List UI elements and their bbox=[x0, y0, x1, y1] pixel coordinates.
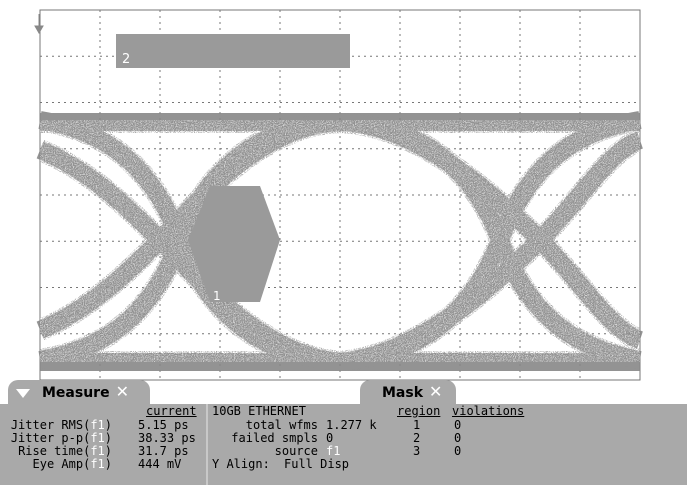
failed-smpls-value: 0 bbox=[326, 431, 334, 445]
failed-smpls-label: failed smpls bbox=[231, 431, 318, 445]
measure-value: 31.7 ps bbox=[138, 444, 189, 458]
panel-divider bbox=[206, 404, 208, 485]
region-header: region bbox=[397, 404, 441, 418]
mask-region-2: 2 bbox=[116, 34, 350, 68]
total-wfms-label: total wfms bbox=[245, 418, 318, 432]
triangle-down-icon[interactable] bbox=[16, 388, 30, 398]
mask-standard: 10GB ETHERNET bbox=[212, 404, 306, 418]
tab-mask-label: Mask bbox=[382, 385, 424, 401]
results-panel: current Jitter RMS(f1) 5.15 ps Jitter p-… bbox=[0, 404, 687, 485]
total-wfms-value: 1.277 k bbox=[326, 418, 377, 432]
tab-measure[interactable]: Measure ✕ bbox=[8, 380, 150, 404]
tab-mask[interactable]: Mask ✕ bbox=[360, 380, 456, 404]
measure-value: 5.15 ps bbox=[138, 418, 189, 432]
measure-header-current: current bbox=[146, 404, 197, 418]
measure-value: 38.33 ps bbox=[138, 431, 196, 445]
close-icon[interactable]: ✕ bbox=[429, 382, 443, 401]
source-value: f1 bbox=[326, 444, 341, 458]
source-label: source bbox=[274, 444, 318, 458]
tab-measure-label: Measure bbox=[42, 385, 110, 401]
mask-region-1-label: 1 bbox=[213, 289, 221, 303]
trigger-marker-icon bbox=[34, 14, 44, 35]
measure-value: 444 mV bbox=[138, 457, 182, 471]
mask-region-2-label: 2 bbox=[122, 52, 130, 67]
close-icon[interactable]: ✕ bbox=[115, 382, 129, 401]
y-align-label: Y Align: bbox=[212, 457, 270, 471]
waveform-traces bbox=[35, 109, 645, 374]
mask-region-1: 1 bbox=[188, 186, 280, 303]
y-align-value: Full Disp bbox=[284, 457, 350, 471]
violations-header: violations bbox=[452, 404, 525, 418]
